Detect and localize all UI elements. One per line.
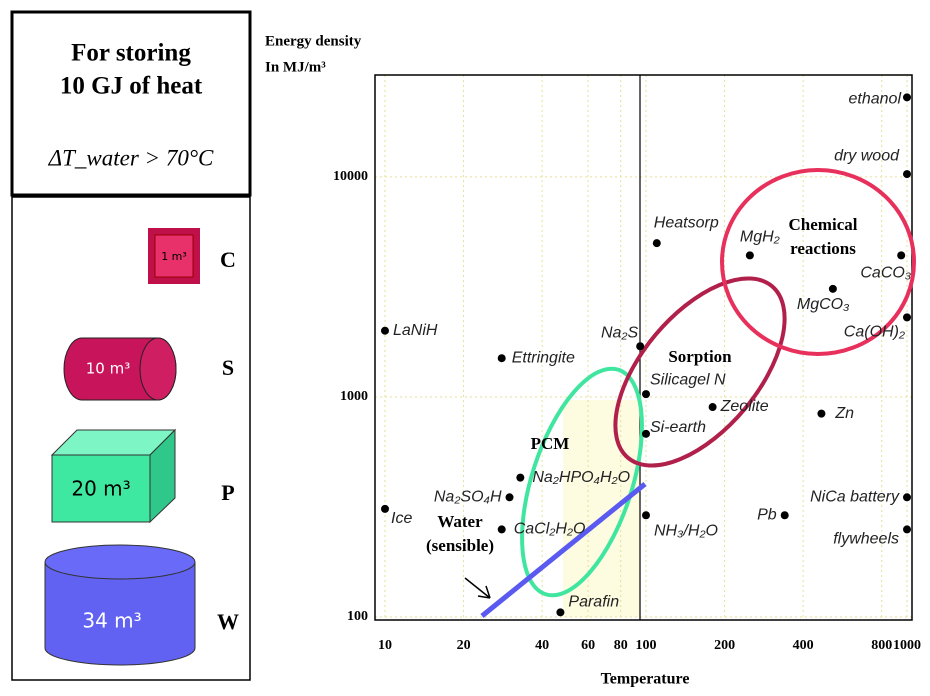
annotation: reactions	[790, 239, 856, 258]
point-label: Na₂SO₄H	[434, 489, 502, 506]
panel-title: For storing	[71, 40, 191, 67]
item-size: 1 m³	[161, 250, 187, 263]
x-tick-label: 10	[378, 638, 392, 653]
point-label: MgCO₃	[797, 296, 850, 313]
point	[903, 313, 911, 321]
item-size: 34 m³	[82, 609, 141, 633]
point-label: NiCa battery	[810, 489, 900, 506]
point-label: ethanol	[849, 91, 902, 108]
point	[709, 403, 717, 411]
point	[556, 608, 564, 616]
point-label: Heatsorp	[654, 214, 719, 231]
x-axis-label: Temperature	[601, 671, 690, 688]
annotation: (sensible)	[426, 536, 494, 555]
item-letter: P	[221, 480, 234, 505]
point-label: Silicagel N	[650, 371, 726, 388]
point-label: NH₃/H₂O	[654, 522, 718, 539]
y-tick-label: 10000	[333, 169, 368, 184]
point	[642, 390, 650, 398]
annotation: Chemical	[789, 215, 858, 234]
point	[498, 354, 506, 362]
point-label: Ettringite	[512, 349, 575, 366]
point-label: Pb	[757, 506, 777, 523]
point-label: flywheels	[833, 531, 899, 548]
point	[506, 493, 514, 501]
point	[381, 505, 389, 513]
point-label: Zn	[834, 405, 854, 422]
point	[781, 511, 789, 519]
point	[829, 285, 837, 293]
x-tick-label: 60	[581, 638, 595, 653]
point	[653, 239, 661, 247]
point-label: CaCO₃	[860, 265, 911, 282]
item-size: 10 m³	[86, 360, 130, 378]
point	[903, 93, 911, 101]
x-tick-label: 80	[614, 638, 628, 653]
x-tick-label: 1000	[893, 638, 921, 653]
x-tick-label: 20	[457, 638, 471, 653]
point-label: MgH₂	[740, 229, 780, 246]
point	[642, 511, 650, 519]
point-label: LaNiH	[393, 322, 438, 339]
x-tick-label: 40	[535, 638, 549, 653]
point-label: Na₂S	[601, 324, 639, 341]
item-letter: C	[220, 247, 236, 272]
x-tick-label: 400	[793, 638, 814, 653]
panel-condition: ΔT_water > 70°C	[48, 145, 214, 170]
panel-title: 10 GJ of heat	[60, 73, 203, 100]
point	[817, 410, 825, 418]
point-label: Ca(OH)₂	[844, 324, 905, 341]
page: For storing 10 GJ of heat ΔT_water > 70°…	[0, 0, 930, 691]
annotation: PCM	[531, 434, 570, 453]
x-tick-label: 800	[871, 638, 892, 653]
point-label: Zeolite	[720, 398, 769, 415]
point	[636, 342, 644, 350]
y-axis-label: In MJ/m³	[265, 59, 326, 75]
point	[903, 525, 911, 533]
point-label: CaCl₂H₂O	[514, 521, 586, 538]
point	[903, 493, 911, 501]
item-letter: S	[222, 355, 234, 380]
cylinder-w	[45, 545, 195, 665]
annotation: Water	[437, 512, 483, 531]
x-tick-label: 200	[714, 638, 735, 653]
point-label: Ice	[391, 510, 412, 527]
point	[642, 430, 650, 438]
annotation: Sorption	[668, 347, 732, 366]
point	[897, 251, 905, 259]
y-tick-label: 1000	[340, 389, 368, 404]
point	[746, 251, 754, 259]
point-label: Si-earth	[650, 419, 706, 436]
x-tick-label: 100	[636, 638, 657, 653]
point	[498, 525, 506, 533]
point	[381, 327, 389, 335]
point-label: Na₂HPO₄H₂O	[532, 469, 630, 486]
y-axis-label: Energy density	[265, 33, 362, 49]
point	[903, 170, 911, 178]
point-label: Parafin	[568, 594, 619, 611]
item-letter: W	[217, 609, 239, 634]
point-label: dry wood	[834, 147, 900, 164]
y-tick-label: 100	[347, 609, 368, 624]
item-size: 20 m³	[71, 477, 130, 501]
point	[516, 474, 524, 482]
